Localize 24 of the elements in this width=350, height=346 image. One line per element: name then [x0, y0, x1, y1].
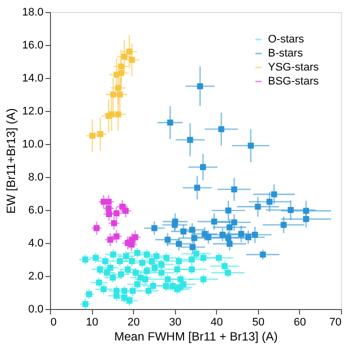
x-tick-label: 60: [294, 316, 306, 328]
legend-label: O-stars: [268, 34, 305, 46]
y-tick-label: 4.0: [28, 238, 44, 250]
y-tick-label: 2.0: [28, 270, 44, 282]
x-tick-label: 50: [252, 316, 264, 328]
x-tick-label: 20: [128, 316, 140, 328]
y-tick-label: 8.0: [28, 172, 44, 184]
y-axis-title: EW [Br11+Br13] (A): [4, 108, 18, 214]
legend-label: YSG-stars: [268, 62, 320, 74]
x-tick-label: 10: [86, 316, 98, 328]
y-tick-label: 10.0: [22, 138, 44, 150]
x-tick-label: 30: [169, 316, 182, 328]
x-tick-label: 40: [210, 316, 223, 328]
x-axis-title: Mean FWHM [Br11 + Br13] (A): [114, 330, 278, 344]
y-tick-label: 12.0: [22, 106, 44, 118]
legend-label: BSG-stars: [268, 76, 320, 88]
y-tick-label: 6.0: [28, 204, 44, 216]
legend-label: B-stars: [268, 48, 304, 60]
y-tick-label: 18.0: [22, 6, 44, 18]
x-tick-label: 0: [50, 316, 57, 328]
y-tick-label: 0.0: [28, 304, 44, 316]
x-tick-label: 70: [329, 316, 342, 328]
y-tick-label: 16.0: [22, 40, 44, 52]
y-tick-label: 14.0: [22, 72, 44, 84]
